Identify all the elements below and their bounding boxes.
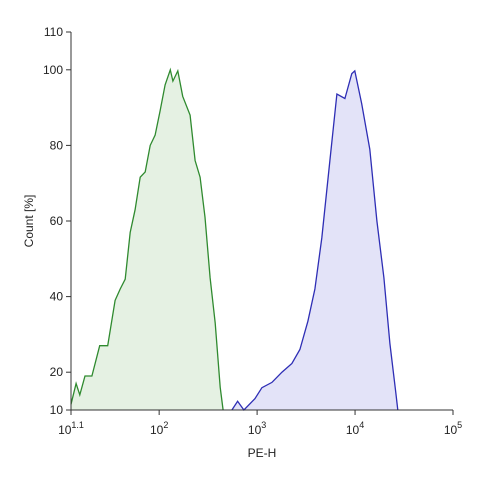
- x-tick-exponent: 5: [457, 420, 462, 430]
- x-tick-base: 10: [248, 423, 262, 437]
- x-tick-base: 10: [346, 423, 360, 437]
- y-axis-label: Count [%]: [22, 195, 36, 248]
- y-tick-label: 20: [50, 365, 64, 379]
- y-tick-label: 60: [50, 214, 64, 228]
- x-tick-exponent: 1.1: [71, 420, 84, 430]
- y-tick-label: 100: [43, 63, 63, 77]
- histogram-line: [231, 69, 399, 412]
- x-tick-base: 10: [58, 423, 72, 437]
- area-fill: [231, 70, 398, 411]
- x-tick-exponent: 4: [359, 420, 364, 430]
- y-tick-label: 110: [44, 25, 63, 39]
- x-tick-exponent: 2: [163, 420, 168, 430]
- x-tick-exponent: 3: [261, 420, 266, 430]
- x-tick-label: 104: [346, 420, 364, 437]
- x-axis-label: PE-H: [248, 446, 277, 460]
- histogram-line: [70, 67, 224, 411]
- y-tick-label: 40: [50, 290, 64, 304]
- x-tick-label: 105: [444, 420, 462, 437]
- x-tick-base: 10: [444, 423, 458, 437]
- area-fill: [71, 69, 224, 411]
- y-tick-label: 80: [50, 138, 64, 152]
- y-tick-label: 10: [50, 403, 64, 417]
- x-tick-base: 10: [150, 423, 164, 437]
- x-tick-label: 101.1: [58, 420, 84, 437]
- x-tick-label: 102: [150, 420, 168, 437]
- x-tick-label: 103: [248, 420, 266, 437]
